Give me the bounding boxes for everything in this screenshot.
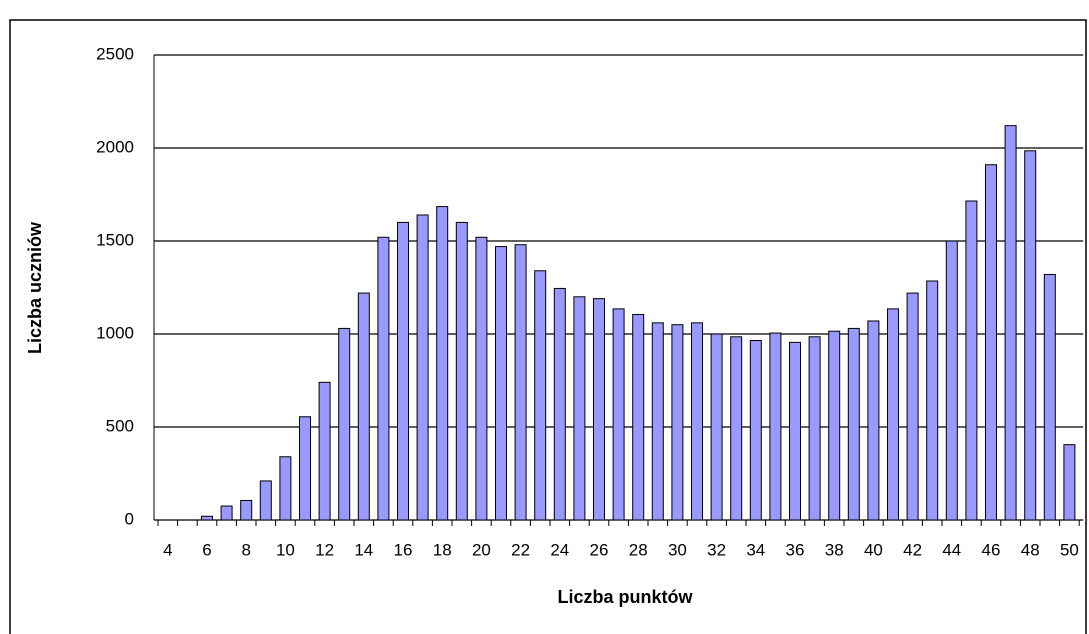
bar: [455, 221, 468, 521]
bar: [377, 236, 390, 521]
bar: [416, 214, 429, 521]
x-tick-label: 28: [629, 540, 648, 559]
bar: [534, 270, 547, 521]
chart-border: [9, 19, 1087, 634]
bar: [691, 322, 703, 521]
bar: [985, 164, 997, 521]
x-tick-label: 14: [354, 540, 373, 559]
x-tick-label: 32: [707, 540, 726, 559]
bar: [495, 246, 507, 521]
bar: [965, 200, 978, 521]
bar: [789, 341, 801, 521]
bar: [1063, 444, 1076, 521]
bar: [573, 296, 586, 521]
x-tick-label: 4: [163, 540, 172, 559]
y-axis-title: Liczba uczniów: [25, 221, 45, 354]
bar: [632, 313, 645, 521]
bar: [867, 320, 880, 521]
bar: [847, 327, 860, 521]
bar: [220, 505, 233, 521]
x-tick-label: 38: [825, 540, 844, 559]
bar: [279, 456, 292, 521]
bar: [1043, 273, 1056, 521]
x-tick-label: 6: [202, 540, 211, 559]
bar: [553, 287, 566, 521]
x-tick-label: 8: [241, 540, 250, 559]
bar: [749, 340, 762, 521]
y-tick-label: 1500: [96, 230, 134, 249]
x-tick-label: 42: [903, 540, 922, 559]
x-tick-label: 40: [864, 540, 883, 559]
x-tick-label: 44: [942, 540, 961, 559]
x-tick-label: 20: [472, 540, 491, 559]
x-tick-label: 18: [433, 540, 452, 559]
y-tick-label: 0: [125, 509, 134, 528]
bar: [769, 332, 782, 521]
bar: [299, 416, 311, 521]
bar: [906, 292, 919, 521]
x-tick-label: 12: [315, 540, 334, 559]
bar: [357, 292, 370, 521]
x-tick-label: 50: [1060, 540, 1079, 559]
bar: [926, 280, 939, 521]
x-tick-label: 36: [786, 540, 805, 559]
x-tick-label: 22: [511, 540, 530, 559]
bar: [318, 381, 331, 521]
bar: [1004, 125, 1017, 521]
x-tick-label: 26: [590, 540, 609, 559]
x-tick-label: 16: [394, 540, 413, 559]
x-tick-label: 30: [668, 540, 687, 559]
bar: [808, 336, 821, 521]
bar: [593, 298, 605, 521]
bar: [259, 480, 272, 521]
y-tick-label: 1000: [96, 323, 134, 342]
x-tick-label: 46: [982, 540, 1001, 559]
bar: [612, 308, 625, 521]
bar: [397, 221, 409, 521]
x-tick-label: 34: [746, 540, 765, 559]
x-axis-title: Liczba punktów: [558, 587, 694, 607]
bar: [828, 330, 841, 521]
bar: [1024, 150, 1037, 521]
y-tick-label: 2500: [96, 44, 134, 63]
bar: [671, 324, 684, 521]
x-tick-label: 48: [1021, 540, 1040, 559]
bar: [338, 327, 351, 521]
bar: [201, 515, 213, 521]
bar: [651, 322, 664, 521]
bar: [730, 336, 743, 521]
bar: [475, 236, 488, 521]
bar: [240, 499, 253, 521]
bar: [887, 308, 899, 521]
x-tick-label: 24: [550, 540, 569, 559]
bar: [436, 206, 449, 521]
bar: [710, 333, 723, 521]
bar: [945, 240, 958, 521]
y-tick-label: 2000: [96, 137, 134, 156]
x-tick-label: 10: [276, 540, 295, 559]
bar: [514, 244, 527, 521]
y-tick-label: 500: [106, 416, 134, 435]
